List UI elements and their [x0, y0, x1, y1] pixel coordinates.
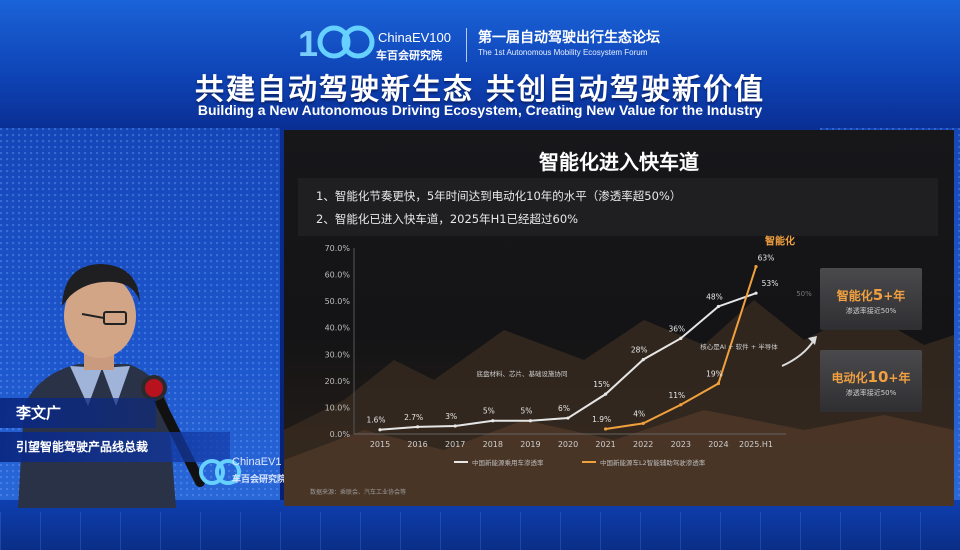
legend-label-l2: 中国新能源车L2智能辅助驾驶渗透率 — [600, 458, 706, 467]
data-label: 28% — [631, 346, 648, 355]
main-title: 共建自动驾驶新生态 共创自动驾驶新价值 — [194, 72, 766, 106]
data-point — [754, 265, 758, 269]
annotation-ev-driver: 底盘材料、芯片、基础设施协同 — [477, 369, 568, 378]
data-point — [416, 425, 420, 429]
bullet-item: 2、智能化已进入快车道，2025年H1已经超过60% — [316, 212, 579, 226]
main-subtitle: Building a New Autonomous Driving Ecosys… — [197, 102, 763, 118]
x-tick-label: 2015 — [370, 440, 390, 449]
data-point — [491, 419, 495, 423]
forum-title-en: The 1st Autonomous Mobility Ecosystem Fo… — [478, 48, 648, 57]
svg-text:1: 1 — [298, 23, 318, 62]
x-tick-label: 2019 — [520, 440, 540, 449]
forum-title-cn: 第一届自动驾驶出行生态论坛 — [478, 30, 660, 46]
data-label: 19% — [706, 370, 723, 379]
speaker-name: 李文广 — [0, 398, 156, 428]
data-label: 5% — [520, 407, 532, 416]
card-smart-label: 智能化 — [836, 289, 873, 303]
x-tick-label: 2022 — [633, 440, 653, 449]
speaker-role: 引望智能驾驶产品线总裁 — [0, 432, 230, 462]
data-point — [641, 421, 645, 425]
logo-wordmark: ChinaEV100 — [378, 30, 451, 45]
y-tick-label: 10.0% — [325, 403, 351, 412]
card-ev-sub: 渗透率接近50% — [845, 389, 897, 397]
data-label: 3% — [445, 412, 457, 421]
annotation-ai-driver: 核心是AI + 软件 + 半导体 — [700, 342, 778, 351]
x-tick-label: 2025.H1 — [739, 440, 773, 449]
y-tick-label: 40.0% — [325, 324, 351, 333]
data-label: 53% — [762, 279, 779, 288]
data-label: 4% — [633, 409, 645, 418]
lower-logo-cn: 车百会研究院 — [232, 475, 287, 485]
card-ev: 电动化10+年 渗透率接近50% — [820, 350, 922, 412]
data-point — [641, 358, 645, 362]
data-label: 63% — [758, 254, 775, 263]
slide-title: 智能化进入快车道 — [539, 150, 699, 174]
y-tick-label: 70.0% — [325, 244, 351, 253]
data-label: 6% — [558, 404, 570, 413]
series-tag: 智能化 — [765, 235, 795, 248]
lower-logo-text: ChinaEV1 — [232, 456, 282, 468]
bullet-item: 1、智能化节奏更快，5年时间达到电动化10年的水平（渗透率超50%） — [316, 189, 682, 203]
data-label: 2.7% — [404, 413, 423, 422]
x-tick-label: 2017 — [445, 440, 465, 449]
data-point — [604, 427, 608, 431]
header-banner — [0, 0, 960, 128]
data-point — [679, 403, 683, 407]
faint-label: 50% — [796, 290, 812, 298]
bottom-grid-pattern — [0, 512, 960, 550]
card-ev-number: 10 — [867, 368, 889, 386]
card-smart-unit: +年 — [883, 289, 906, 303]
penetration-line-chart: 0.0% 10.0% 20.0% 30.0% 40.0% 50.0% 60.0% 70.0% 2… — [310, 235, 817, 496]
data-point — [378, 428, 382, 432]
source-note: 数据来源：乘联会、汽车工业协会等 — [310, 488, 406, 496]
y-tick-label: 50.0% — [325, 297, 351, 306]
card-smart: 智能化5+年 渗透率接近50% — [820, 268, 922, 330]
data-point — [754, 291, 758, 295]
x-tick-label: 2016 — [407, 440, 427, 449]
logo-cn-name: 车百会研究院 — [376, 49, 442, 62]
data-point — [604, 392, 608, 396]
arrow-icon — [781, 339, 815, 367]
y-tick-label: 60.0% — [325, 271, 351, 280]
data-label: 1.9% — [592, 415, 611, 424]
mountain-backdrop — [284, 300, 954, 506]
data-label: 5% — [483, 407, 495, 416]
data-label: 36% — [668, 324, 685, 333]
data-label: 11% — [668, 391, 685, 400]
header-divider — [466, 28, 467, 62]
lower-logo-icon — [199, 459, 241, 485]
data-label: 1.6% — [366, 416, 385, 425]
y-tick-label: 0.0% — [330, 430, 351, 439]
chinaev100-logo-icon: 1 — [298, 23, 375, 62]
y-tick-label: 30.0% — [325, 350, 351, 359]
bullet-box: 1、智能化节奏更快，5年时间达到电动化10年的水平（渗透率超50%） 2、智能化… — [298, 178, 938, 236]
data-label: 15% — [593, 380, 610, 389]
x-tick-label: 2018 — [483, 440, 503, 449]
presentation-slide: 智能化进入快车道 1、智能化节奏更快，5年时间达到电动化10年的水平（渗透率超5… — [284, 130, 954, 506]
arrowhead-icon — [808, 336, 817, 345]
card-smart-sub: 渗透率接近50% — [845, 307, 897, 315]
y-tick-label: 20.0% — [325, 377, 351, 386]
data-point — [453, 424, 457, 428]
data-point — [566, 416, 570, 420]
bottom-backdrop — [0, 500, 960, 550]
data-point — [528, 419, 532, 423]
data-label: 48% — [706, 292, 723, 301]
card-ev-unit: +年 — [888, 371, 911, 385]
data-point — [679, 336, 683, 340]
x-tick-label: 2021 — [595, 440, 615, 449]
card-ev-label: 电动化 — [831, 371, 868, 385]
data-point — [716, 304, 720, 309]
x-tick-label: 2020 — [558, 440, 578, 449]
x-tick-label: 2023 — [671, 440, 691, 449]
legend-label-ev: 中国新能源乘用车渗透率 — [472, 458, 544, 467]
x-tick-label: 2024 — [708, 440, 728, 449]
data-point — [716, 381, 720, 386]
card-smart-number: 5 — [872, 286, 884, 304]
